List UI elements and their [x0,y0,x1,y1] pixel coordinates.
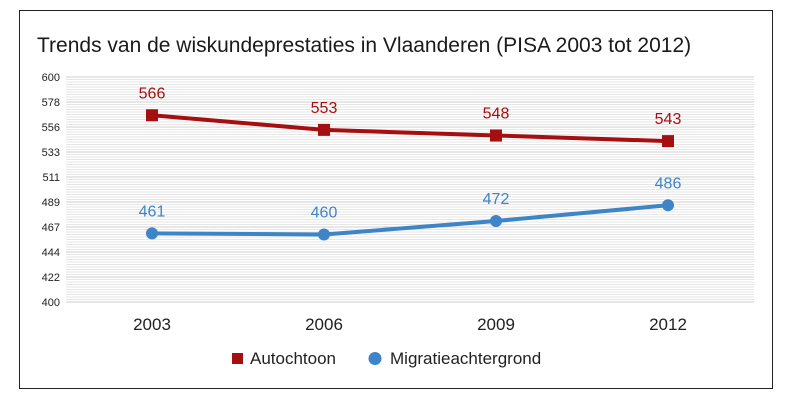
y-axis: 600 578 556 533 511 489 467 444 422 400 [42,72,60,309]
data-label: 486 [655,175,682,192]
legend: Autochtoon Migratieachtergrond [232,349,541,368]
y-tick-label: 578 [42,97,60,109]
y-tick-label: 511 [42,172,60,184]
data-label: 543 [655,111,682,128]
y-tick-label: 533 [42,147,60,159]
y-tick-label: 400 [42,297,60,309]
series-line-autochtoon [151,113,669,144]
chart-title: Trends van de wiskundeprestaties in Vlaa… [37,34,691,57]
data-point [662,199,674,212]
data-label: 548 [483,106,510,123]
y-tick-label: 489 [42,197,60,209]
y-tick-label: 600 [42,72,60,84]
series-group: 566 553 548 543 461 460 472 486 [139,85,682,241]
data-point [146,109,158,122]
x-tick-label: 2009 [477,315,515,334]
data-point [490,215,502,227]
data-point [146,227,158,240]
y-tick-label: 444 [42,247,60,259]
data-label: 553 [311,100,338,117]
legend-marker-square [232,353,243,364]
data-label: 461 [139,203,166,220]
y-tick-label: 422 [42,272,60,284]
x-tick-label: 2003 [133,315,171,334]
data-label: 566 [139,85,166,102]
legend-label: Migratieachtergrond [390,349,541,368]
x-axis: 2003 2006 2009 2012 [133,315,687,334]
y-tick-label: 467 [42,222,60,234]
y-tick-label: 556 [42,122,60,134]
x-tick-label: 2006 [305,315,343,334]
gridlines [66,76,754,303]
series-line-migratieachtergrond [151,203,669,237]
x-tick-label: 2012 [649,315,687,334]
legend-marker-circle [368,352,382,365]
data-point [318,123,330,136]
data-point [318,228,330,241]
legend-label: Autochtoon [250,349,336,368]
data-label: 460 [311,205,338,222]
data-point [662,135,674,148]
data-point [490,129,502,142]
data-label: 472 [483,191,510,208]
